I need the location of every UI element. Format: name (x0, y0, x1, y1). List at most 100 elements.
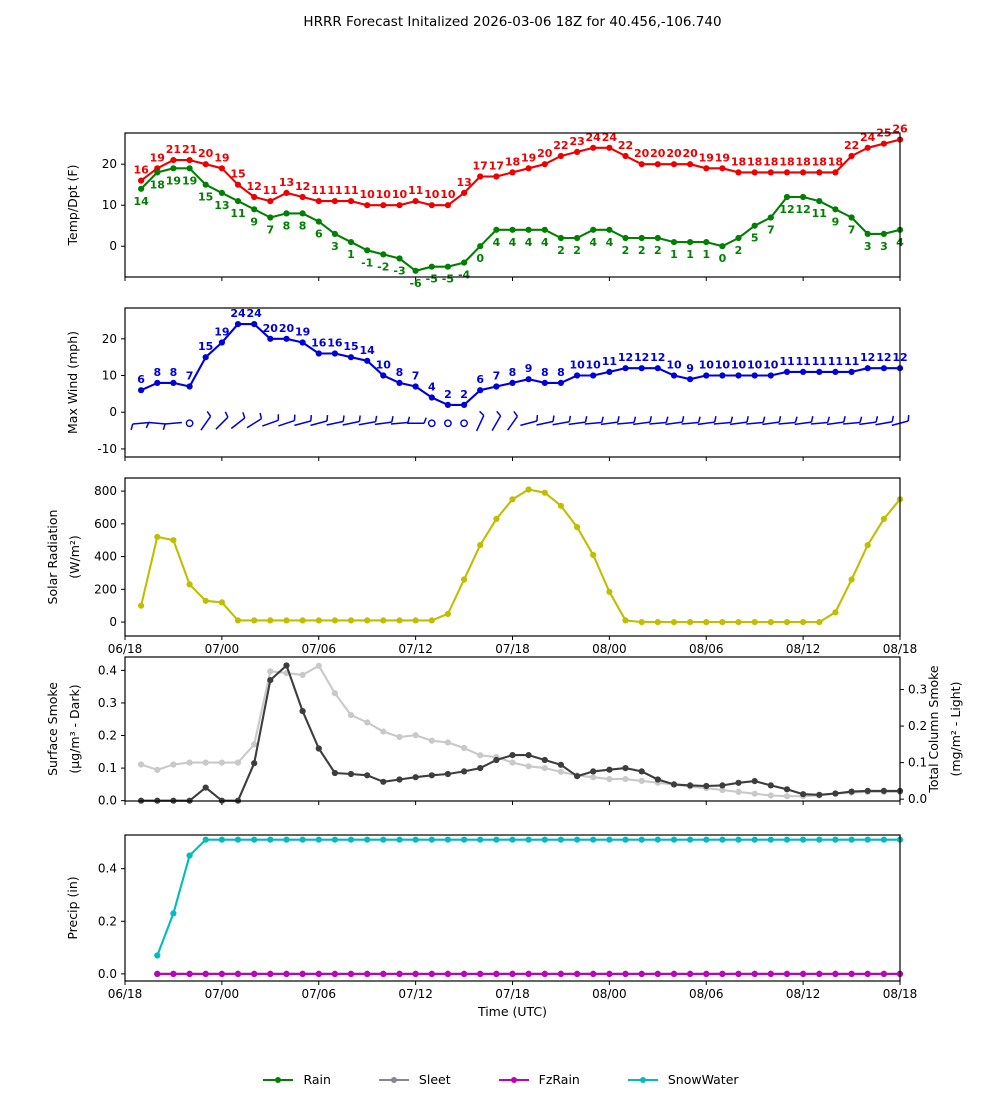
wind-barb-tick-icon (747, 416, 748, 422)
wind-barb-staff-icon (698, 422, 715, 424)
temperature-point (203, 161, 209, 167)
dewpoint-value-label: -5 (426, 273, 438, 286)
temperature-point (832, 169, 838, 175)
fzrain-point (364, 971, 370, 977)
surface_smoke-point (348, 771, 354, 777)
wind-barb-staff-icon (811, 423, 828, 425)
solar_radiation-point (752, 619, 758, 625)
x-tick-label: 07/00 (205, 642, 240, 656)
total_column_smoke-line (141, 666, 900, 796)
dewpoint-point (703, 239, 709, 245)
solar_radiation-point (800, 619, 806, 625)
max_wind-value-label: 9 (525, 362, 533, 375)
legend-label: FzRain (539, 1072, 580, 1087)
fzrain-point (445, 971, 451, 977)
fzrain-point (816, 971, 822, 977)
snowwater-point (477, 837, 483, 843)
dewpoint-point (187, 165, 193, 171)
total_column_smoke-point (348, 712, 354, 718)
temperature-point (719, 165, 725, 171)
max_wind-point (622, 365, 628, 371)
surface_smoke-point (364, 772, 370, 778)
snowwater-point (154, 952, 160, 958)
dewpoint-point (574, 235, 580, 241)
temperature-value-label: 18 (505, 155, 520, 168)
surface_smoke-point (300, 708, 306, 714)
dewpoint-value-label: 12 (779, 203, 794, 216)
temperature-value-label: 19 (521, 151, 536, 164)
temperature-value-label: 19 (214, 151, 229, 164)
solar_radiation-point (170, 537, 176, 543)
temperature-value-label: 10 (360, 188, 376, 201)
x-tick-label: 07/18 (495, 642, 530, 656)
y-tick-label: 0.0 (98, 967, 117, 981)
snowwater-point (429, 837, 435, 843)
snowwater-point (380, 837, 386, 843)
wind-barb-tick-icon (779, 416, 780, 422)
solar_radiation-point (816, 619, 822, 625)
temperature-point (429, 202, 435, 208)
dewpoint-point (509, 227, 515, 233)
fzrain-point (154, 971, 160, 977)
dewpoint-value-label: 2 (557, 244, 565, 257)
surface_smoke-point (526, 752, 532, 758)
surface_smoke-point (445, 771, 451, 777)
max_wind-value-label: 12 (618, 351, 633, 364)
max_wind-value-label: 11 (844, 355, 859, 368)
solar_radiation-point (235, 617, 241, 623)
fzrain-point (203, 971, 209, 977)
solar_radiation-point (461, 576, 467, 582)
y-axis-label: (W/m²) (67, 535, 82, 579)
snowwater-point (800, 837, 806, 843)
wind-barb-staff-icon (477, 416, 484, 431)
max_wind-value-label: 8 (557, 366, 565, 379)
temperature-point (267, 198, 273, 204)
solar_radiation-point (735, 619, 741, 625)
wind-barb-tick-icon (812, 416, 813, 422)
surface_smoke-point (671, 781, 677, 787)
dewpoint-point (816, 198, 822, 204)
temperature-point (542, 161, 548, 167)
wind-barb-staff-icon (617, 423, 634, 425)
temperature-point (687, 161, 693, 167)
legend-line-sample-icon (377, 1074, 411, 1086)
dewpoint-value-label: 1 (702, 248, 710, 261)
max_wind-value-label: 12 (634, 351, 649, 364)
surface_smoke-point (493, 757, 499, 763)
x-tick-label: 08/12 (786, 642, 821, 656)
temperature-value-label: 20 (634, 147, 650, 160)
temperature-value-label: 11 (327, 184, 342, 197)
temperature-value-label: 18 (812, 155, 827, 168)
max_wind-value-label: 11 (602, 355, 617, 368)
right-y-tick-label: 0.1 (908, 756, 927, 770)
x-tick-label: 08/00 (592, 642, 627, 656)
dewpoint-value-label: -5 (442, 273, 454, 286)
y-tick-label: 0 (109, 615, 117, 629)
dewpoint-value-label: 5 (751, 232, 759, 245)
solar_radiation-point (655, 619, 661, 625)
temperature-value-label: 21 (166, 143, 181, 156)
snowwater-point (768, 837, 774, 843)
y-tick-label: 0.4 (98, 862, 117, 876)
temperature-point (865, 145, 871, 151)
max_wind-point (671, 372, 677, 378)
max_wind-point (138, 387, 144, 393)
dewpoint-point (590, 227, 596, 233)
temperature-point (606, 145, 612, 151)
surface_smoke-point (816, 792, 822, 798)
temperature-value-label: 22 (553, 139, 568, 152)
total_column_smoke-point (526, 763, 532, 769)
fzrain-point (639, 971, 645, 977)
dewpoint-point (332, 231, 338, 237)
solar_radiation-point (493, 516, 499, 522)
fzrain-point (509, 971, 515, 977)
dewpoint-point (364, 247, 370, 253)
fzrain-point (413, 971, 419, 977)
snowwater-point (526, 837, 532, 843)
solar_radiation-point (283, 617, 289, 623)
snowwater-point (348, 837, 354, 843)
total_column_smoke-point (219, 760, 225, 766)
